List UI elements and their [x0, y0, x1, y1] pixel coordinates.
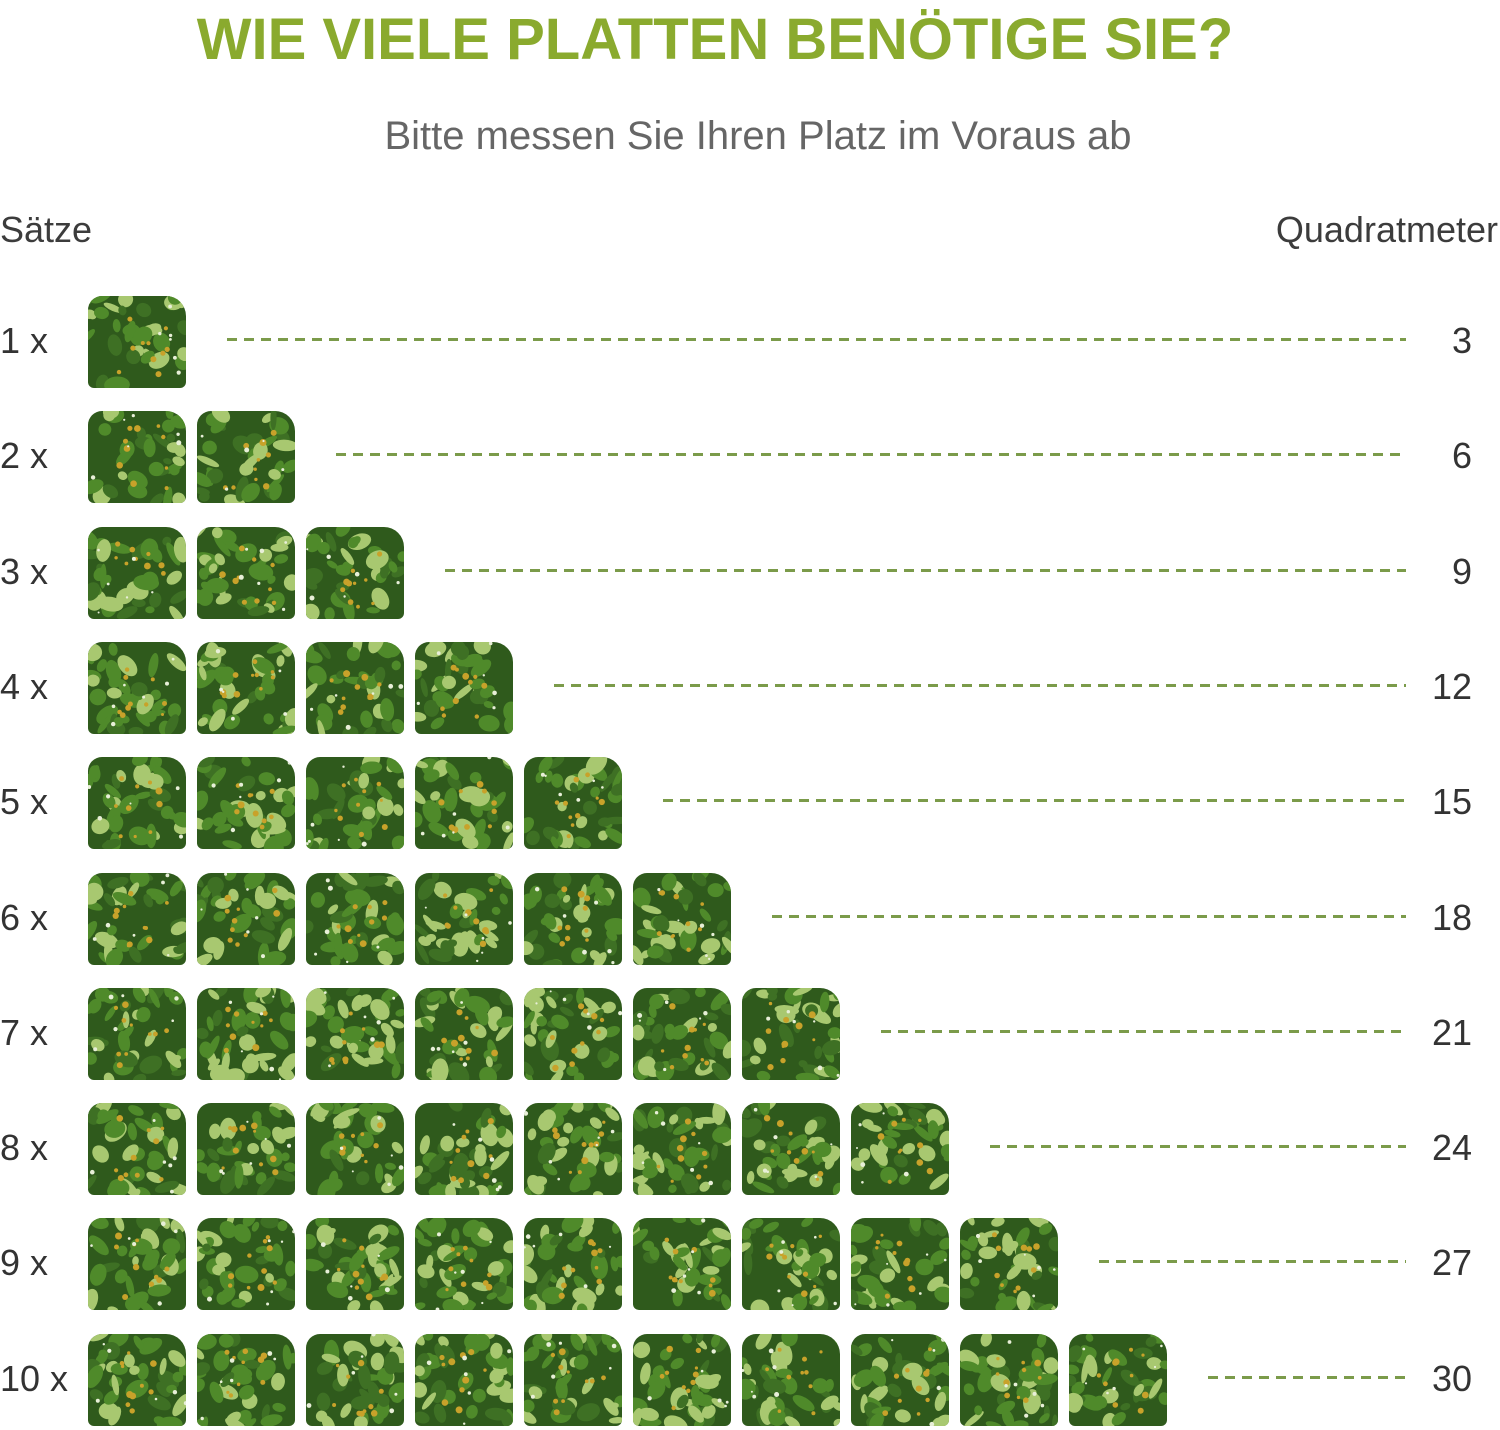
- page-title: WIE VIELE PLATTEN BENÖTIGE SIE?: [196, 7, 1234, 72]
- row-square-meters-value: 9: [1451, 551, 1472, 592]
- green-wall-panel-icon: [197, 873, 295, 965]
- green-wall-panel-icon: [851, 1334, 949, 1426]
- green-wall-panel-icon: [524, 873, 622, 965]
- row-square-meters-value: 30: [1431, 1358, 1472, 1399]
- green-wall-panel-icon: [742, 1103, 840, 1195]
- row-square-meters-value: 12: [1431, 666, 1472, 707]
- green-wall-panel-icon: [306, 642, 404, 734]
- green-wall-panel-icon: [88, 642, 186, 734]
- green-wall-panel-icon: [633, 1218, 731, 1310]
- green-wall-panel-icon: [851, 1103, 949, 1195]
- sets-column-header: Sätze: [0, 209, 93, 250]
- row-sets-label: 9 x: [0, 1242, 49, 1283]
- green-wall-panel-icon: [197, 757, 295, 849]
- green-wall-panel-icon: [197, 642, 295, 734]
- row-sets-label: 6 x: [0, 897, 49, 938]
- panel-row: 9 x 27: [0, 1214, 1500, 1314]
- green-wall-panel-icon: [88, 873, 186, 965]
- green-wall-panel-icon: [306, 873, 404, 965]
- green-wall-panel-icon: [88, 1218, 186, 1310]
- green-wall-panel-icon: [960, 1218, 1058, 1310]
- green-wall-panel-icon: [415, 642, 513, 734]
- row-sets-label: 2 x: [0, 435, 49, 476]
- green-wall-panel-icon: [415, 757, 513, 849]
- green-wall-panel-icon: [88, 1103, 186, 1195]
- green-wall-panel-icon: [88, 411, 186, 503]
- dashed-leader-line: [445, 569, 1406, 572]
- green-wall-panel-icon: [960, 1334, 1058, 1426]
- green-wall-panel-icon: [88, 1334, 186, 1426]
- green-wall-panel-icon: [306, 988, 404, 1080]
- green-wall-panel-icon: [633, 1103, 731, 1195]
- panel-row: 8 x 24: [0, 1099, 1500, 1199]
- row-square-meters-value: 27: [1431, 1242, 1472, 1283]
- row-sets-label: 5 x: [0, 781, 49, 822]
- green-wall-panel-icon: [197, 988, 295, 1080]
- dashed-leader-line: [554, 684, 1406, 687]
- row-square-meters-value: 3: [1451, 320, 1472, 361]
- row-sets-label: 4 x: [0, 666, 49, 707]
- green-wall-panel-icon: [524, 1103, 622, 1195]
- green-wall-panel-icon: [415, 988, 513, 1080]
- dashed-leader-line: [881, 1030, 1406, 1033]
- green-wall-panel-icon: [851, 1218, 949, 1310]
- row-sets-label: 10 x: [0, 1358, 69, 1399]
- green-wall-panel-icon: [524, 1334, 622, 1426]
- green-wall-panel-icon: [197, 1334, 295, 1426]
- panel-row: 6 x 18: [0, 869, 1500, 969]
- green-wall-panel-icon: [197, 1218, 295, 1310]
- panel-row: 2 x 6: [0, 407, 1500, 507]
- green-wall-panel-icon: [524, 757, 622, 849]
- dashed-leader-line: [227, 338, 1406, 341]
- green-wall-panel-icon: [633, 873, 731, 965]
- green-wall-panel-icon: [415, 1218, 513, 1310]
- green-wall-panel-icon: [88, 527, 186, 619]
- row-sets-label: 1 x: [0, 320, 49, 361]
- green-wall-panel-icon: [197, 527, 295, 619]
- row-sets-label: 7 x: [0, 1012, 49, 1053]
- green-wall-panel-icon: [306, 1218, 404, 1310]
- dashed-leader-line: [1099, 1260, 1406, 1263]
- green-wall-panel-icon: [742, 1218, 840, 1310]
- page-subtitle: Bitte messen Sie Ihren Platz im Voraus a…: [384, 114, 1132, 158]
- dashed-leader-line: [772, 915, 1406, 918]
- green-wall-panel-icon: [742, 1334, 840, 1426]
- green-wall-panel-icon: [306, 757, 404, 849]
- green-wall-panel-icon: [306, 527, 404, 619]
- row-square-meters-value: 24: [1431, 1127, 1472, 1168]
- panel-row: 10 x 30: [0, 1330, 1500, 1430]
- row-sets-label: 8 x: [0, 1127, 49, 1168]
- green-wall-panel-icon: [306, 1334, 404, 1426]
- green-wall-panel-icon: [415, 873, 513, 965]
- row-square-meters-value: 18: [1431, 897, 1472, 938]
- green-wall-panel-icon: [415, 1334, 513, 1426]
- row-square-meters-value: 21: [1431, 1012, 1472, 1053]
- panel-row: 3 x 9: [0, 523, 1500, 623]
- green-wall-panel-icon: [88, 757, 186, 849]
- green-wall-panel-icon: [524, 988, 622, 1080]
- panel-row: 4 x 12: [0, 638, 1500, 738]
- panel-row: 7 x 21: [0, 984, 1500, 1084]
- green-wall-panel-icon: [197, 411, 295, 503]
- row-square-meters-value: 6: [1451, 435, 1472, 476]
- green-wall-panel-icon: [197, 1103, 295, 1195]
- green-wall-panel-icon: [306, 1103, 404, 1195]
- row-square-meters-value: 15: [1431, 781, 1472, 822]
- dashed-leader-line: [663, 799, 1406, 802]
- green-wall-panel-icon: [1069, 1334, 1167, 1426]
- dashed-leader-line: [1208, 1376, 1406, 1379]
- dashed-leader-line: [336, 453, 1406, 456]
- green-wall-panel-icon: [742, 988, 840, 1080]
- green-wall-panel-icon: [633, 1334, 731, 1426]
- row-sets-label: 3 x: [0, 551, 49, 592]
- dashed-leader-line: [990, 1145, 1406, 1148]
- panel-row: 1 x 3: [0, 292, 1500, 392]
- square-meters-column-header: Quadratmeter: [1275, 209, 1498, 250]
- panel-row: 5 x 15: [0, 753, 1500, 853]
- green-wall-panel-icon: [524, 1218, 622, 1310]
- green-wall-panel-icon: [88, 988, 186, 1080]
- green-wall-panel-icon: [633, 988, 731, 1080]
- green-wall-panel-icon: [88, 296, 186, 388]
- green-wall-panel-icon: [415, 1103, 513, 1195]
